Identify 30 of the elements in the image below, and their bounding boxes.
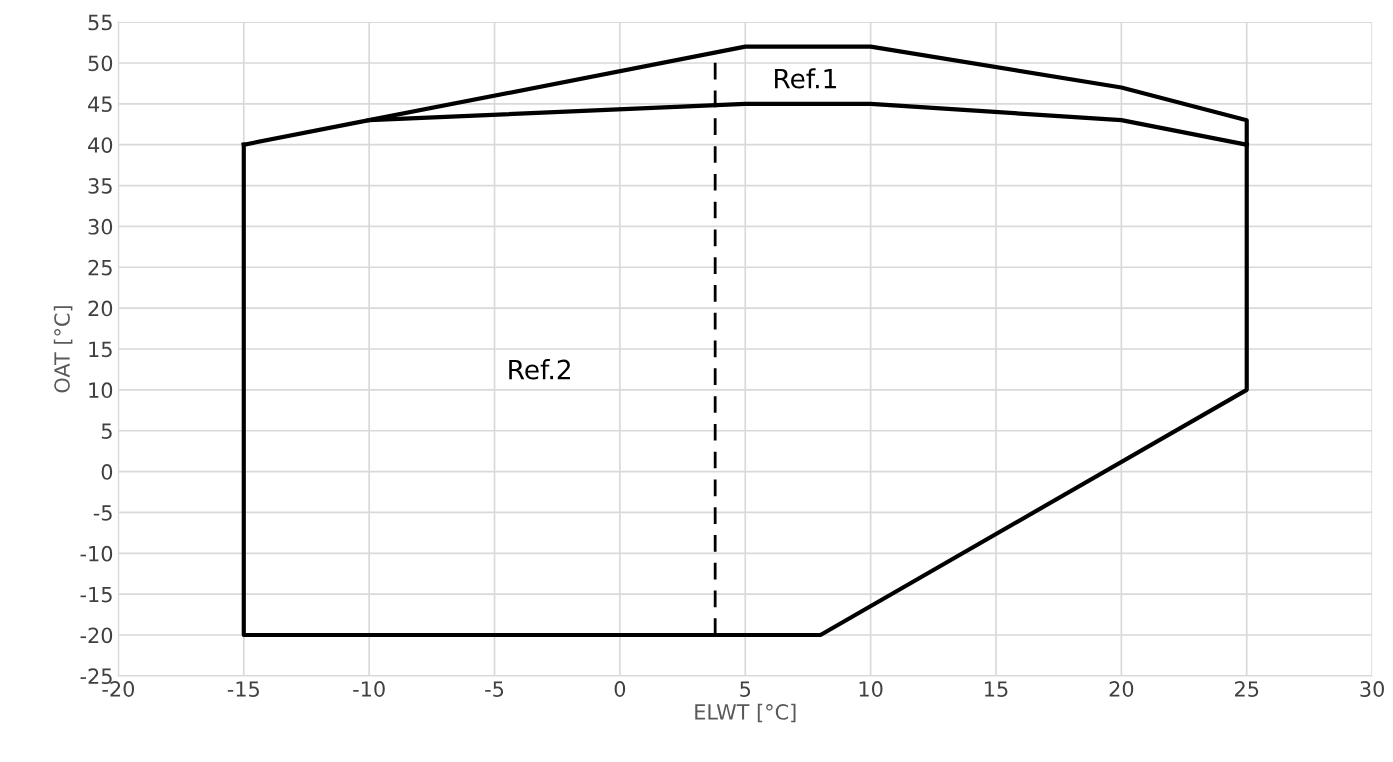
x-tick-label: 30 xyxy=(1360,681,1384,697)
y-tick-label: -10 xyxy=(80,545,113,562)
y-tick-label: -5 xyxy=(93,505,112,521)
y-tick-label: -15 xyxy=(80,586,112,603)
y-tick-label: 20 xyxy=(88,300,113,317)
y-tick-label: 40 xyxy=(88,137,113,153)
x-tick-label: -5 xyxy=(485,681,504,697)
y-axis-title: OAT [°C] xyxy=(53,306,73,393)
y-tick-label: 30 xyxy=(88,218,113,235)
annotation: Ref.2 xyxy=(509,359,570,380)
y-tick-label: 5 xyxy=(101,423,112,439)
x-tick-label: 25 xyxy=(1235,681,1259,697)
y-tick-label: 25 xyxy=(88,259,112,276)
y-tick-label: 0 xyxy=(101,464,113,480)
x-tick-label: -10 xyxy=(353,681,385,697)
annotation: Ref.1 xyxy=(775,68,836,89)
y-tick-label: 10 xyxy=(89,382,113,399)
y-tick-label: 45 xyxy=(88,96,112,113)
y-tick-label: 50 xyxy=(88,55,113,72)
x-tick-label: -15 xyxy=(227,681,259,697)
y-tick-label: 35 xyxy=(88,178,112,194)
x-tick-label: 5 xyxy=(740,681,751,697)
x-tick-label: 20 xyxy=(1109,681,1134,697)
x-tick-label: 15 xyxy=(985,681,1008,697)
x-tick-label: 10 xyxy=(859,681,883,697)
y-tick-label: -20 xyxy=(80,627,113,644)
x-tick-label: 0 xyxy=(614,681,626,697)
y-tick-label: 15 xyxy=(89,341,112,358)
y-tick-label: 55 xyxy=(88,14,112,31)
x-axis-title: ELWT [°C] xyxy=(695,703,796,723)
